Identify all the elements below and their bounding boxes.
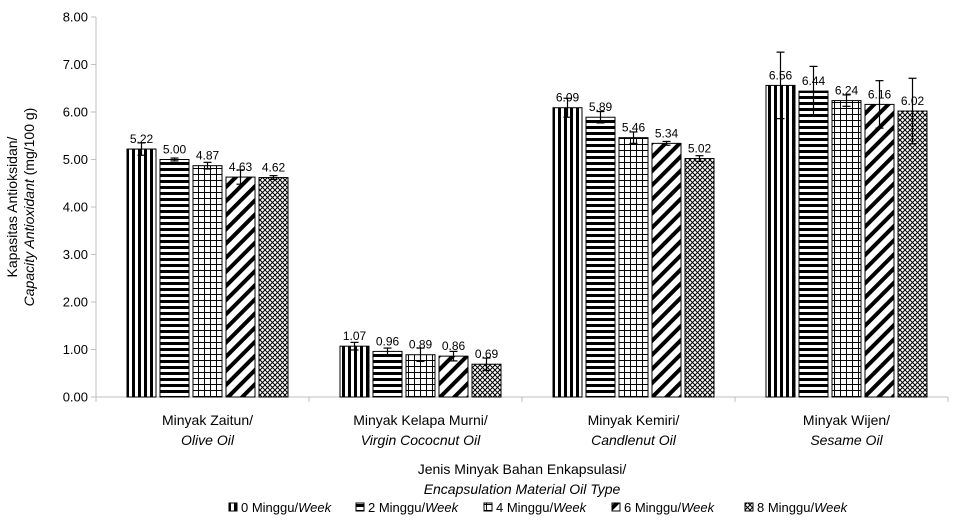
bar [864,103,895,398]
bar [765,84,796,398]
category-label-line1: Minyak Wijen/ [803,412,890,428]
axes: 0.00 1.00 2.00 3.00 4.00 5.00 6.00 7.00 8.00 Kapa… [4,10,949,405]
category-label-line1: Minyak Zaitun/ [162,412,253,428]
y-tick-label: 3.00 [63,247,88,262]
data-label: 5.00 [163,143,187,157]
y-tick-label: 0.00 [63,390,88,405]
legend-item-prefix: 2 Minggu/ [368,500,425,515]
y-axis-title-line1: Kapasitas Antioksidan/ [4,136,20,277]
y-tick-label: 2.00 [63,295,88,310]
bar [618,137,649,398]
data-label: 5.46 [622,121,646,135]
legend-item-suffix: Week [425,500,459,515]
data-label: 6.44 [802,74,826,88]
y-axis-title: Kapasitas Antioksidan/Capacity Antioxida… [4,108,37,307]
y-tick-label: 6.00 [63,105,88,120]
data-label: 0.69 [475,347,499,361]
y-axis-title-italic: Capacity Antioxidant [21,178,37,306]
data-label: 5.89 [589,100,613,114]
bar [798,90,829,398]
labels-layer: Minyak Zaitun/Olive Oil Minyak Kelapa Mur… [130,68,925,497]
legend-item-suffix: Week [298,500,332,515]
bar [192,165,223,398]
legend-swatch [744,502,754,512]
category-label-line1: Minyak Kelapa Murni/ [353,412,488,428]
data-label: 4.63 [229,160,253,174]
bars-layer [126,51,928,398]
data-label: 0.89 [409,338,433,352]
category-label-line2: Olive Oil [181,432,235,448]
legend-item-suffix: Week [553,500,587,515]
category-label-line2: Sesame Oil [810,432,883,448]
data-label: 6.24 [835,84,859,98]
x-axis-title-line2: Encapsulation Material Oil Type [424,481,621,497]
legend-swatch [611,502,621,512]
category-label-line1: Minyak Kemiri/ [588,412,680,428]
data-label: 5.02 [688,142,712,156]
data-label: 0.86 [442,339,466,353]
bar [585,116,616,398]
legend-item-prefix: 8 Minggu/ [757,500,814,515]
y-axis-title-line2: Capacity Antioxidant (mg/100 g) [21,108,37,307]
legend-item-label: 4 Minggu/Week [496,500,588,515]
bar [897,110,928,398]
y-tick-label: 8.00 [63,10,88,25]
bar [225,176,256,398]
data-label: 4.62 [262,161,286,175]
y-tick-label: 4.00 [63,200,88,215]
legend-item-label: 8 Minggu/Week [757,500,849,515]
data-label: 0.96 [376,334,400,348]
bar [339,345,370,398]
y-tick-label: 5.00 [63,152,88,167]
x-axis-title-line1: Jenis Minyak Bahan Enkapsulasi/ [418,461,627,477]
data-label: 1.07 [343,329,367,343]
y-tick-label: 7.00 [63,57,88,72]
data-label: 4.87 [196,149,220,163]
legend-swatch [483,502,493,512]
bar [438,355,469,398]
legend-item-label: 2 Minggu/Week [368,500,460,515]
data-label: 6.09 [556,91,580,105]
bar [159,159,190,398]
legend-item-suffix: Week [814,500,848,515]
y-tick-label: 1.00 [63,342,88,357]
data-label: 6.02 [901,94,925,108]
data-label: 5.22 [130,132,154,146]
bar [471,363,502,398]
legend: 0 Minggu/Week 2 Minggu/Week 4 Minggu/Week 6… [228,500,849,515]
category-label-line2: Virgin Cococnut Oil [361,432,481,448]
legend-item-label: 0 Minggu/Week [241,500,333,515]
bar [552,107,583,398]
bar [651,142,682,398]
y-axis-title-unit: (mg/100 g) [21,108,37,180]
category-label-line2: Candlenut Oil [591,432,677,448]
legend-item-prefix: 6 Minggu/ [624,500,681,515]
data-label: 6.16 [868,87,892,101]
legend-item-suffix: Week [681,500,715,515]
bar [258,177,289,398]
legend-item-prefix: 0 Minggu/ [241,500,298,515]
legend-item-prefix: 4 Minggu/ [496,500,553,515]
bar [831,100,862,398]
legend-item-label: 6 Minggu/Week [624,500,716,515]
data-label: 5.34 [655,126,679,140]
legend-swatch [228,502,238,512]
bar [372,350,403,398]
bar [126,148,157,398]
legend-swatch [355,502,365,512]
bar [684,158,715,398]
data-label: 6.56 [769,68,793,82]
